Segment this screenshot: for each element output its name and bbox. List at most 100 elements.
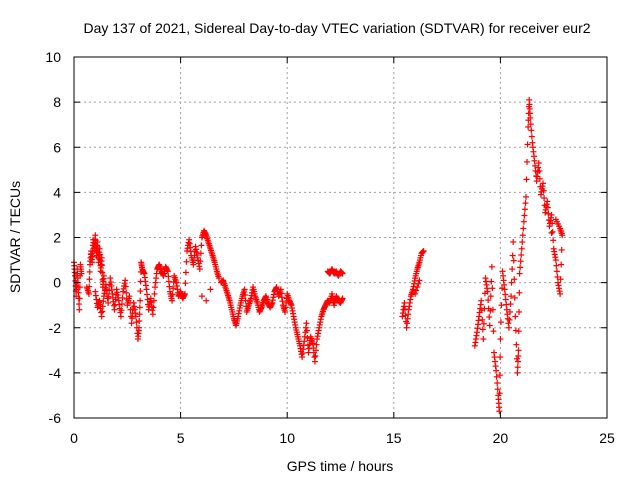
data-point (516, 308, 523, 315)
data-point (136, 304, 143, 311)
data-point (77, 272, 84, 279)
data-point (523, 176, 530, 183)
data-point (486, 314, 493, 321)
data-point (160, 271, 167, 278)
data-point (296, 340, 303, 347)
data-point (516, 270, 523, 277)
data-point (99, 303, 106, 310)
data-point (524, 158, 531, 165)
data-point (135, 327, 142, 334)
data-point (508, 293, 515, 300)
data-point (527, 121, 534, 128)
data-point (550, 237, 557, 244)
data-point (339, 270, 346, 277)
data-point (129, 315, 136, 322)
data-point (520, 218, 527, 225)
data-point (400, 303, 407, 310)
data-point (89, 253, 96, 260)
data-point (86, 283, 93, 290)
data-point (510, 239, 517, 246)
data-point (236, 305, 243, 312)
data-point (543, 201, 550, 208)
data-point (292, 321, 299, 328)
data-point (75, 289, 82, 296)
data-point (182, 269, 189, 276)
x-tick-label: 25 (599, 430, 615, 446)
data-point (198, 242, 205, 249)
data-point (302, 324, 309, 331)
data-point (230, 313, 237, 320)
data-point (545, 210, 552, 217)
data-point (136, 311, 143, 318)
y-tick-label: 4 (53, 184, 61, 200)
data-point (121, 280, 128, 287)
data-point (530, 153, 537, 160)
data-point (182, 280, 189, 287)
data-point (123, 289, 130, 296)
data-point (311, 354, 318, 361)
data-point (290, 310, 297, 317)
data-point (524, 141, 531, 148)
data-point (99, 308, 106, 315)
data-point (247, 297, 254, 304)
data-point (197, 250, 204, 257)
data-point (172, 277, 179, 284)
data-point (496, 372, 503, 379)
data-point (415, 261, 422, 268)
data-point (480, 320, 487, 327)
data-point (298, 351, 305, 358)
data-point (496, 390, 503, 397)
data-point (513, 341, 520, 348)
data-point (506, 308, 513, 315)
data-point (204, 237, 211, 244)
data-point (76, 301, 83, 308)
data-point (558, 261, 565, 268)
data-point (420, 248, 427, 255)
data-point (151, 290, 158, 297)
x-tick-label: 10 (279, 430, 295, 446)
data-point (488, 263, 495, 270)
data-point (71, 269, 78, 276)
y-tick-label: -2 (49, 320, 62, 336)
data-point (194, 251, 201, 258)
data-point (536, 167, 543, 174)
data-point (536, 175, 543, 182)
data-point (140, 269, 147, 276)
data-point (213, 266, 220, 273)
data-point (105, 293, 112, 300)
data-point (118, 301, 125, 308)
data-point (518, 251, 525, 258)
data-point (554, 273, 561, 280)
data-point (169, 291, 176, 298)
data-point (541, 195, 548, 202)
data-point (484, 285, 491, 292)
grid (74, 57, 607, 418)
data-point (481, 290, 488, 297)
data-point (153, 270, 160, 277)
data-point (211, 257, 218, 264)
data-point (99, 269, 106, 276)
data-point (317, 316, 324, 323)
data-point (513, 355, 520, 362)
data-point (549, 228, 556, 235)
data-point (202, 231, 209, 238)
data-point (206, 244, 213, 251)
data-point (198, 293, 205, 300)
data-point (553, 218, 560, 225)
y-tick-label: -4 (49, 365, 62, 381)
data-point (521, 206, 528, 213)
data-point (287, 301, 294, 308)
data-point (402, 312, 409, 319)
data-point (108, 286, 115, 293)
data-point (407, 296, 414, 303)
data-point (185, 239, 192, 246)
data-point (312, 347, 319, 354)
data-point (479, 316, 486, 323)
data-point (85, 289, 92, 296)
data-point (98, 262, 105, 269)
data-point (489, 306, 496, 313)
data-point (234, 315, 241, 322)
data-point (509, 266, 516, 273)
data-point (473, 332, 480, 339)
